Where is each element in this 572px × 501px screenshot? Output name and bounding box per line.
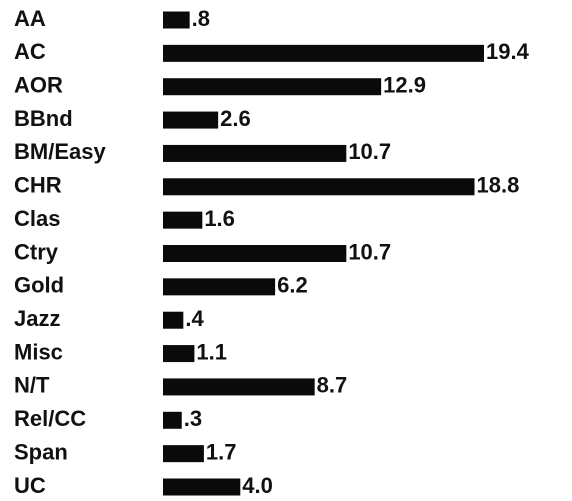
category-label: Ctry [14,239,59,264]
category-label: CHR [14,173,62,198]
bar [163,245,347,262]
value-label: 12.9 [383,73,426,98]
value-label: .8 [192,6,210,31]
category-label: Rel/CC [14,406,86,431]
category-label: N/T [14,373,50,398]
value-label: 1.6 [204,206,235,231]
value-label: 1.1 [196,339,227,364]
value-label: 18.8 [477,173,520,198]
category-label: BBnd [14,106,73,131]
value-label: 8.7 [317,373,348,398]
bar [163,478,241,496]
value-label: .4 [185,306,204,331]
category-label: AC [14,39,46,64]
bar [163,11,190,29]
bar [163,44,484,62]
category-label: Misc [14,339,63,364]
bar [163,311,184,329]
category-label: Gold [14,273,64,298]
value-label: 1.7 [206,439,237,464]
bar [163,345,195,363]
category-label: BM/Easy [14,139,106,164]
category-label: UC [14,473,46,498]
bar [163,411,182,429]
category-label: Clas [14,206,60,231]
value-label: 4.0 [242,473,273,498]
value-label: 10.7 [348,139,391,164]
category-label: Jazz [14,306,60,331]
bar [163,445,204,463]
bar [163,211,203,229]
category-label: AOR [14,73,63,98]
bar [163,78,382,96]
value-label: 19.4 [486,39,530,64]
category-label: AA [14,6,46,31]
value-label: 2.6 [220,106,251,131]
value-label: .3 [184,406,202,431]
bar [163,378,315,396]
bar [163,111,219,129]
value-label: 6.2 [277,273,308,298]
value-label: 10.7 [348,239,391,264]
category-label: Span [14,439,68,464]
bar [163,144,347,162]
bar [163,278,276,296]
bar [163,178,475,196]
